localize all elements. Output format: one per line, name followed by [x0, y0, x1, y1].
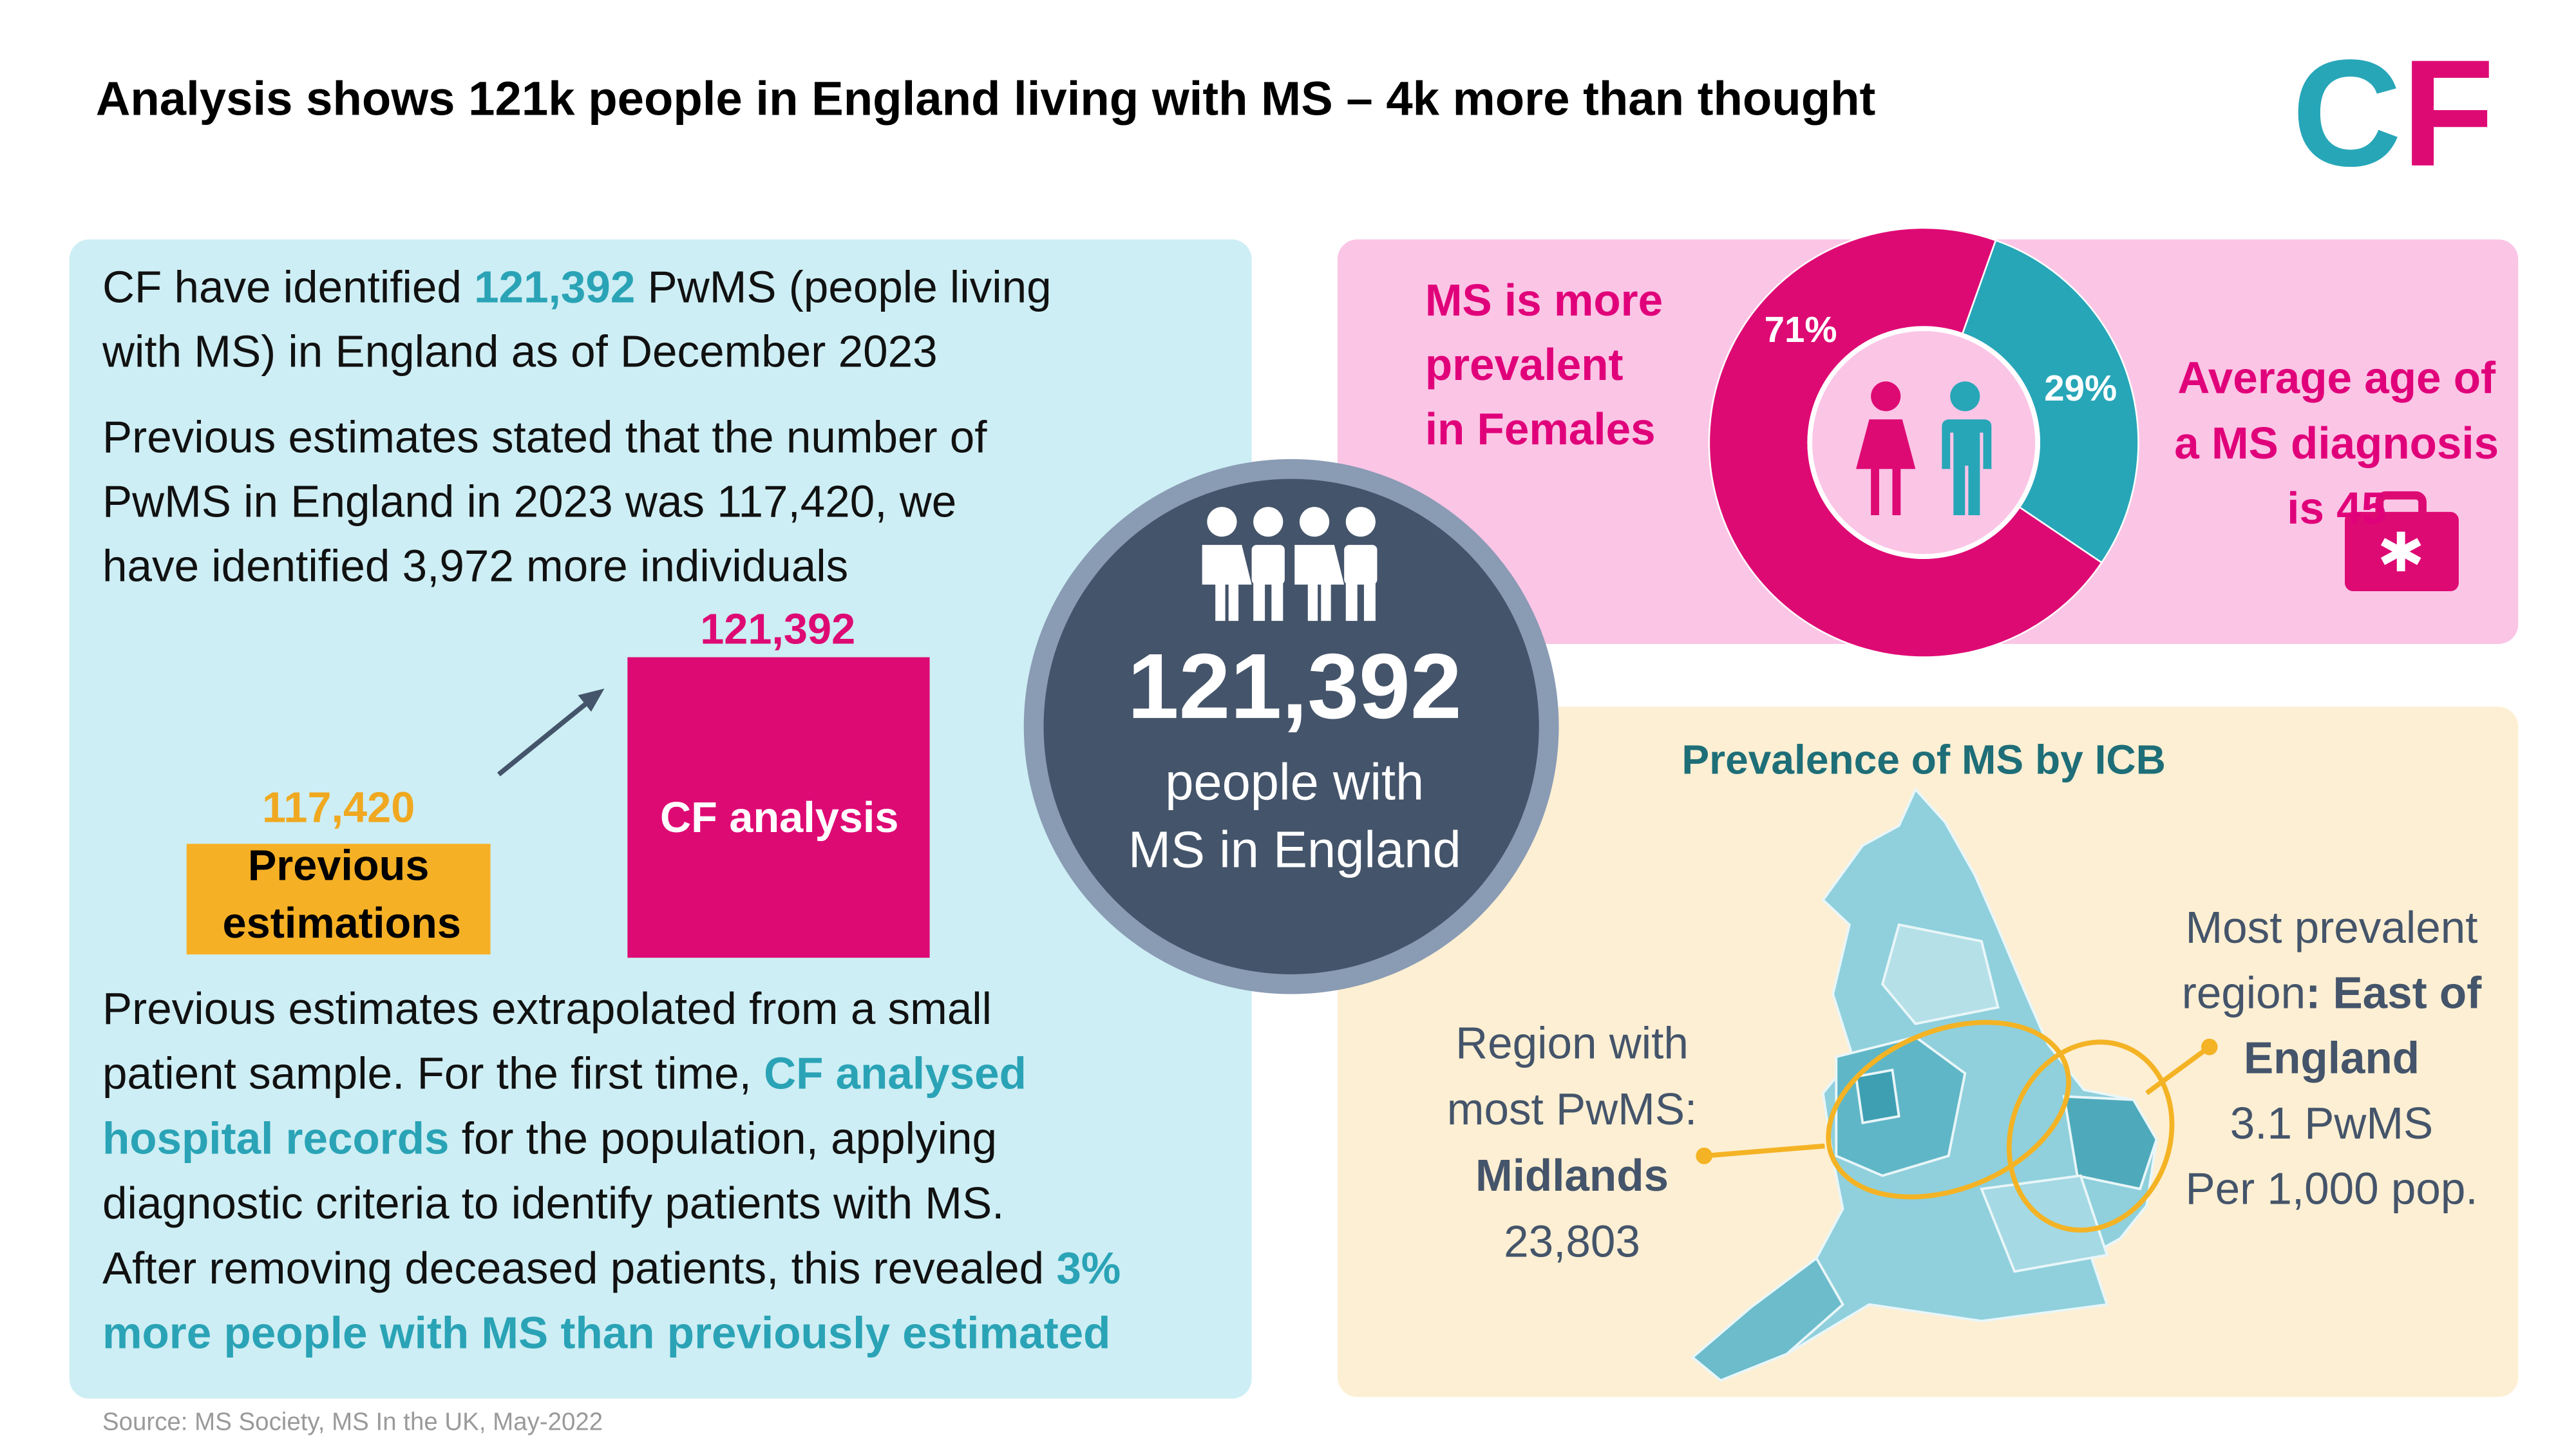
cf-value: 121,392 [700, 606, 855, 654]
east-text: England [2244, 1033, 2420, 1083]
text-run: hospital records [102, 1113, 450, 1164]
text-run: CF analysed [764, 1048, 1027, 1099]
previous-box [186, 844, 491, 955]
map-title: Prevalence of MS by ICB [1681, 737, 2166, 783]
age-text: a MS diagnosis [2174, 418, 2499, 468]
callout-dot [2201, 1038, 2218, 1056]
england-map [1690, 787, 2158, 1382]
callout-dot [1696, 1148, 1712, 1164]
text-run: Midlands [1475, 1150, 1669, 1200]
logo-letter: C [2292, 28, 2401, 198]
text-run: PwMS in England in 2023 was 117,420, we [102, 477, 956, 527]
text-run: most PwMS: [1447, 1084, 1697, 1134]
donut-hole [1807, 326, 2040, 559]
age-text: Average age of [2177, 353, 2496, 403]
text-run: patient sample. For the first time, [102, 1048, 764, 1099]
text-run: After removing deceased patients, this r… [102, 1243, 1056, 1293]
gender-headline: prevalent [1425, 339, 1624, 390]
method-text: more people with MS than previously esti… [102, 1308, 1110, 1358]
previous-label: estimations [223, 900, 461, 947]
method-text: hospital records for the population, app… [102, 1113, 997, 1164]
text-run: : East of [2306, 968, 2482, 1018]
estimate-text: have identified 3,972 more individuals [102, 541, 848, 591]
text-run: Previous estimates extrapolated from a s… [102, 983, 992, 1034]
previous-label: Previous [248, 842, 430, 889]
text-run: 23,803 [1504, 1217, 1640, 1267]
intro-text: CF have identified 121,392 PwMS (people … [102, 262, 1052, 312]
text-run: more people with MS than previously esti… [102, 1308, 1110, 1358]
headline-caption: MS in England [1128, 821, 1461, 878]
text-run: Most prevalent [2186, 902, 2478, 952]
headline-circle [1043, 478, 1539, 974]
cf-box [627, 657, 930, 958]
midlands-text: Midlands [1475, 1150, 1669, 1200]
gender-icons [1856, 381, 1992, 515]
method-text: Previous estimates extrapolated from a s… [102, 983, 992, 1034]
male-icon [1942, 419, 1992, 515]
east-text: Most prevalent [2186, 902, 2478, 952]
text-run: England [2244, 1033, 2420, 1083]
text-run: for the population, applying [449, 1113, 996, 1164]
headline-value: 121,392 [1128, 635, 1462, 738]
intro-text: with MS) in England as of December 2023 [102, 327, 938, 377]
logo-letter: F [2401, 28, 2494, 198]
east-text: region: East of [2182, 968, 2482, 1018]
text-run: region [2182, 968, 2306, 1018]
cf-label: CF analysis [660, 794, 898, 842]
text-run: PwMS (people living [635, 262, 1051, 312]
midlands-text: most PwMS: [1447, 1084, 1697, 1134]
previous-value: 117,420 [262, 784, 415, 832]
donut-chart: 71% 29% [1708, 227, 2139, 658]
text-run: Previous estimates stated that the numbe… [102, 412, 987, 462]
highlight-ring [1826, 1019, 2071, 1200]
callout-line [2145, 1045, 2211, 1095]
method-text: diagnostic criteria to identify patients… [102, 1178, 1004, 1228]
text-run: have identified 3,972 more individuals [102, 541, 848, 591]
highlight-ring [2006, 1039, 2175, 1233]
donut-label: 71% [1765, 309, 1837, 350]
text-run: diagnostic criteria to identify patients… [102, 1178, 1004, 1228]
text-run: Per 1,000 pop. [2185, 1164, 2477, 1214]
age-text: is 45 [2287, 483, 2386, 533]
estimate-text: Previous estimates stated that the numbe… [102, 412, 987, 462]
female-icon [1856, 419, 1916, 515]
text-run: 3% [1056, 1243, 1121, 1293]
method-text: After removing deceased patients, this r… [102, 1243, 1121, 1293]
east-text: Per 1,000 pop. [2185, 1164, 2477, 1214]
arrow [497, 695, 596, 777]
source: Source: MS Society, MS In the UK, May-20… [102, 1408, 603, 1435]
gender-headline: MS is more [1425, 275, 1663, 325]
text-run: Region with [1455, 1018, 1689, 1068]
female-icon [1871, 381, 1901, 412]
page-title: Analysis shows 121k people in England li… [96, 72, 1876, 126]
male-icon [1950, 381, 1980, 412]
midlands-text: Region with [1455, 1018, 1689, 1068]
midlands-text: 23,803 [1504, 1217, 1640, 1267]
text-run: 3.1 PwMS [2230, 1098, 2433, 1148]
east-text: 3.1 PwMS [2230, 1098, 2433, 1148]
callout-line [1703, 1143, 1825, 1159]
medical-bag-icon [2345, 491, 2459, 591]
gender-headline: in Females [1425, 404, 1656, 454]
method-text: patient sample. For the first time, CF a… [102, 1048, 1027, 1099]
logo: CF [2292, 28, 2494, 198]
headline-caption: people with [1165, 753, 1424, 811]
text-run: with MS) in England as of December 2023 [102, 327, 938, 377]
arrow-head [578, 688, 605, 712]
people-icon [1202, 507, 1378, 621]
donut-label: 29% [2044, 368, 2117, 408]
estimate-text: PwMS in England in 2023 was 117,420, we [102, 477, 956, 527]
text-run: CF have identified [102, 262, 474, 312]
text-run: 121,392 [474, 262, 635, 312]
